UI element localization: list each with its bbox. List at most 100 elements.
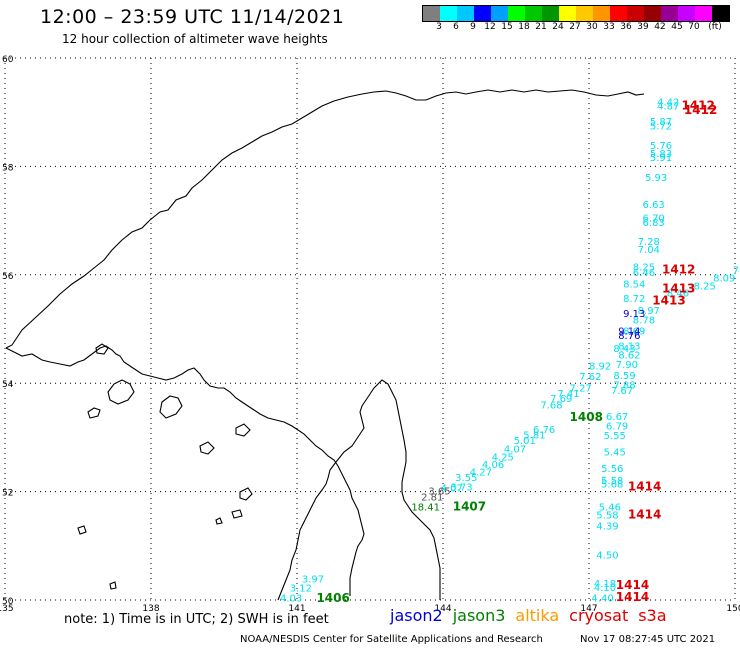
map-title: 12:00 – 23:59 UTC 11/14/2021 [40, 6, 345, 28]
wave-height-value: 8.25 [633, 262, 655, 273]
colorbar-tick-label: 18 [518, 22, 530, 32]
colorbar-tick-label: 27 [569, 22, 581, 32]
longitude-label: 141 [288, 604, 305, 614]
colorbar-swatch [508, 6, 525, 21]
colorbar-tick-label: 6 [453, 22, 459, 32]
wave-height-value: 5.93 [645, 173, 667, 184]
colorbar-swatch [525, 6, 542, 21]
credit-text: NOAA/NESDIS Center for Satellite Applica… [240, 634, 543, 645]
colorbar-tick-label: 33 [603, 22, 615, 32]
coastline [5, 89, 645, 601]
coastline-east-shore [5, 345, 365, 596]
wave-height-value: 3.12 [290, 583, 312, 594]
latitude-label: 60 [2, 55, 14, 65]
orbit-number-label: 1414 [628, 480, 661, 494]
orbit-number-label: 1406 [316, 591, 349, 605]
island-shantar-2 [159, 395, 183, 419]
longitude-label: 135 [0, 604, 14, 614]
footer-credit: NOAA/NESDIS Center for Satellite Applica… [240, 634, 715, 645]
colorbar-swatch [610, 6, 627, 21]
longitude-label: 147 [580, 604, 597, 614]
axis-labels: 135 138 141 144 147 150 50 52 54 56 58 60 [0, 55, 740, 614]
wave-height-value: 5.58 [601, 476, 623, 487]
orbit-labels: 1412141214121413141314141414141414141408… [316, 98, 717, 605]
map-subtitle: 12 hour collection of altimeter wave hei… [62, 32, 328, 46]
latitude-label: 54 [2, 380, 14, 390]
legend-jason3: jason3 [452, 606, 506, 625]
wave-height-value: 4.18 [594, 579, 616, 590]
observation-labels: 4.404.104.184.504.395.585.465.685.585.56… [280, 98, 740, 605]
orbit-number-label: 1412 [684, 103, 717, 117]
coastline-mainland [5, 89, 645, 349]
wave-height-value: 7.28 [638, 237, 660, 248]
wave-height-value: 8.62 [618, 350, 640, 361]
colorbar-tick-label: 3 [436, 22, 442, 32]
wave-height-value: 5.87 [650, 117, 672, 128]
orbit-number-label: 1407 [453, 500, 486, 514]
colorbar-tick-label: 15 [501, 22, 513, 32]
wave-height-value: 4.06 [482, 460, 504, 471]
wave-height-value: 4.27 [470, 467, 492, 478]
coastline-sakhalin [277, 379, 441, 601]
orbit-number-label: 1408 [570, 410, 603, 424]
wave-height-value: 5.46 [599, 503, 621, 514]
orbit-number-label: 1412 [681, 98, 714, 112]
colorbar-tick-label: 36 [620, 22, 632, 32]
wave-height-value: 5.45 [604, 447, 626, 458]
wave-height-value: 7.41 [557, 389, 579, 400]
wave-height-value: 7.04 [638, 245, 660, 256]
colorbar-swatch [627, 6, 644, 21]
wave-height-value: 4.07 [504, 445, 526, 456]
wave-height-value: 7.27 [570, 383, 592, 394]
wave-height-value: 5.83 [650, 149, 672, 160]
wave-height-value: 5.91 [650, 153, 672, 164]
longitude-label: 144 [434, 604, 451, 614]
colorbar-tick-label: 9 [470, 22, 476, 32]
wave-height-value: 18.41 [411, 503, 440, 514]
colorbar-swatch [491, 6, 508, 21]
wave-height-value: 8.59 [613, 371, 635, 382]
longitude-label: 138 [142, 604, 159, 614]
colorbar-swatch [712, 6, 729, 21]
wave-height-value: 7.68 [540, 401, 562, 412]
colorbar-tick-label: 42 [654, 22, 666, 32]
wave-height-value: 8.92 [589, 362, 611, 373]
wave-height-value: 7.67 [611, 386, 633, 397]
legend-altika: altika [515, 606, 560, 625]
latitude-label: 58 [2, 163, 14, 173]
wave-height-value: 6.67 [606, 412, 628, 423]
wave-height-value: 6.46 [633, 268, 655, 279]
satellite-legend: jason2 jason3 altika cryosat s3a [390, 606, 677, 625]
footer-note: note: 1) Time is in UTC; 2) SWH is in fe… [64, 612, 329, 627]
wave-height-value: 8.43 [613, 344, 635, 355]
colorbar-tick-label: 30 [586, 22, 598, 32]
colorbar-swatch [593, 6, 610, 21]
colorbar-ticks: 3 6 9 12 15 18 21 24 27 30 33 36 39 42 45 70 (ft) [422, 22, 740, 34]
colorbar-swatch [457, 6, 474, 21]
wave-height-value: 3.97 [302, 575, 324, 586]
colorbar-swatch [576, 6, 593, 21]
colorbar-swatch [474, 6, 491, 21]
colorbar-tick-label: 45 [671, 22, 683, 32]
longitude-label: 150 [726, 604, 740, 614]
wave-height-value: 2.81 [421, 492, 443, 503]
wave-height-value: 5.01 [514, 436, 536, 447]
wave-height-value: 4.50 [596, 550, 618, 561]
wave-height-value: 6.83 [643, 218, 665, 229]
colorbar-tick-label: 21 [535, 22, 547, 32]
wave-height-value: 6.70 [643, 214, 665, 225]
orbit-number-label: 1414 [616, 578, 649, 592]
colorbar-swatch [423, 6, 440, 21]
island-small-6 [109, 581, 117, 590]
colorbar-swatch [644, 6, 661, 21]
wave-height-value: 8.69 [623, 326, 645, 337]
wave-height-value: 8.46 [667, 288, 689, 299]
wave-height-value: 8.25 [694, 281, 716, 292]
map-gridlines [4, 57, 736, 601]
wave-height-value: 4.40 [591, 594, 613, 605]
colorbar-tick-label: 24 [552, 22, 564, 32]
wave-height-value: 5.56 [601, 464, 623, 475]
legend-s3a: s3a [638, 606, 667, 625]
wave-height-value: 4.39 [596, 522, 618, 533]
colorbar-tick-label: 70 [688, 22, 700, 32]
